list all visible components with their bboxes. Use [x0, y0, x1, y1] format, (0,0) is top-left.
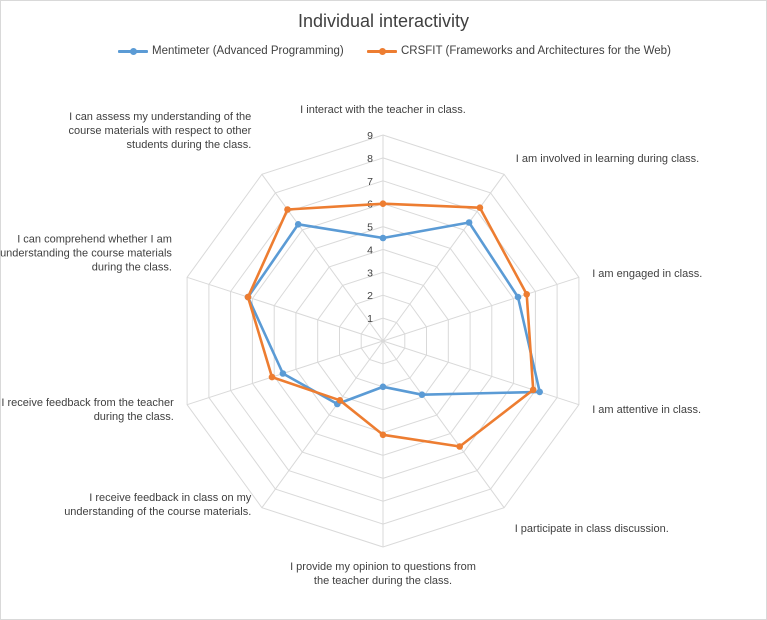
axis-spoke: [261, 340, 384, 508]
chart-title: Individual interactivity: [297, 11, 470, 31]
axis-label: I provide my opinion to questions from th…: [290, 561, 476, 587]
data-point-crsfit: [244, 293, 252, 301]
legend-swatch-mentimeter: [118, 45, 148, 57]
legend: Mentimeter (Advanced Programming) CRSFIT…: [0, 45, 767, 63]
data-point-mentimeter: [379, 234, 387, 242]
data-point-mentimeter: [279, 370, 287, 377]
data-point-crsfit: [379, 431, 387, 439]
legend-label-mentimeter: Mentimeter (Advanced Programming): [152, 45, 344, 57]
tick-label: 5: [367, 222, 373, 234]
axis-spoke: [186, 276, 384, 342]
legend-label-crsfit: CRSFIT (Frameworks and Architectures for…: [401, 45, 671, 57]
axis-spoke: [261, 174, 384, 342]
axis-label: I am engaged in class.: [592, 268, 702, 280]
data-point-mentimeter: [379, 383, 387, 391]
data-point-mentimeter: [294, 221, 302, 228]
data-point-crsfit: [336, 397, 344, 404]
axis-label: I can comprehend whether I am understandi…: [0, 233, 172, 273]
axis-label: I receive feedback from the teacher durin…: [1, 397, 174, 423]
tick-label: 2: [367, 290, 373, 302]
data-point-crsfit: [529, 386, 537, 394]
tick-label: 3: [367, 267, 373, 279]
data-point-crsfit: [476, 204, 484, 211]
tick-label: 4: [367, 244, 373, 256]
axis-label: I am involved in learning during class.: [516, 153, 699, 165]
data-point-mentimeter: [465, 219, 473, 226]
series-line-mentimeter: [246, 221, 542, 406]
data-point-mentimeter: [536, 388, 543, 396]
data-point-crsfit: [456, 443, 464, 450]
axis-spoke: [382, 340, 505, 508]
axis-label: I interact with the teacher in class.: [300, 104, 466, 116]
series-line-crsfit: [246, 202, 535, 448]
tick-label: 8: [367, 153, 373, 165]
data-point-crsfit: [284, 206, 291, 213]
axis-label: I receive feedback in class on my underst…: [64, 492, 252, 518]
data-point-mentimeter: [418, 391, 426, 399]
axis-label: I can assess my understanding of the cour…: [68, 111, 251, 151]
data-point-crsfit: [379, 200, 387, 207]
tick-label: 9: [367, 130, 373, 142]
data-point-mentimeter: [514, 293, 522, 301]
axis-label: I participate in class discussion.: [515, 523, 669, 535]
legend-item-crsfit: CRSFIT (Frameworks and Architectures for…: [367, 45, 671, 57]
data-point-crsfit: [523, 291, 530, 298]
data-point-crsfit: [268, 373, 276, 381]
axis-label: I am attentive in class.: [592, 404, 701, 416]
tick-label: 1: [367, 313, 373, 325]
legend-item-mentimeter: Mentimeter (Advanced Programming): [118, 45, 344, 57]
axis-spoke: [382, 340, 580, 406]
tick-label: 7: [367, 176, 373, 188]
legend-swatch-crsfit: [367, 45, 397, 57]
axis-spoke: [382, 276, 580, 342]
axis-spoke: [382, 174, 505, 342]
